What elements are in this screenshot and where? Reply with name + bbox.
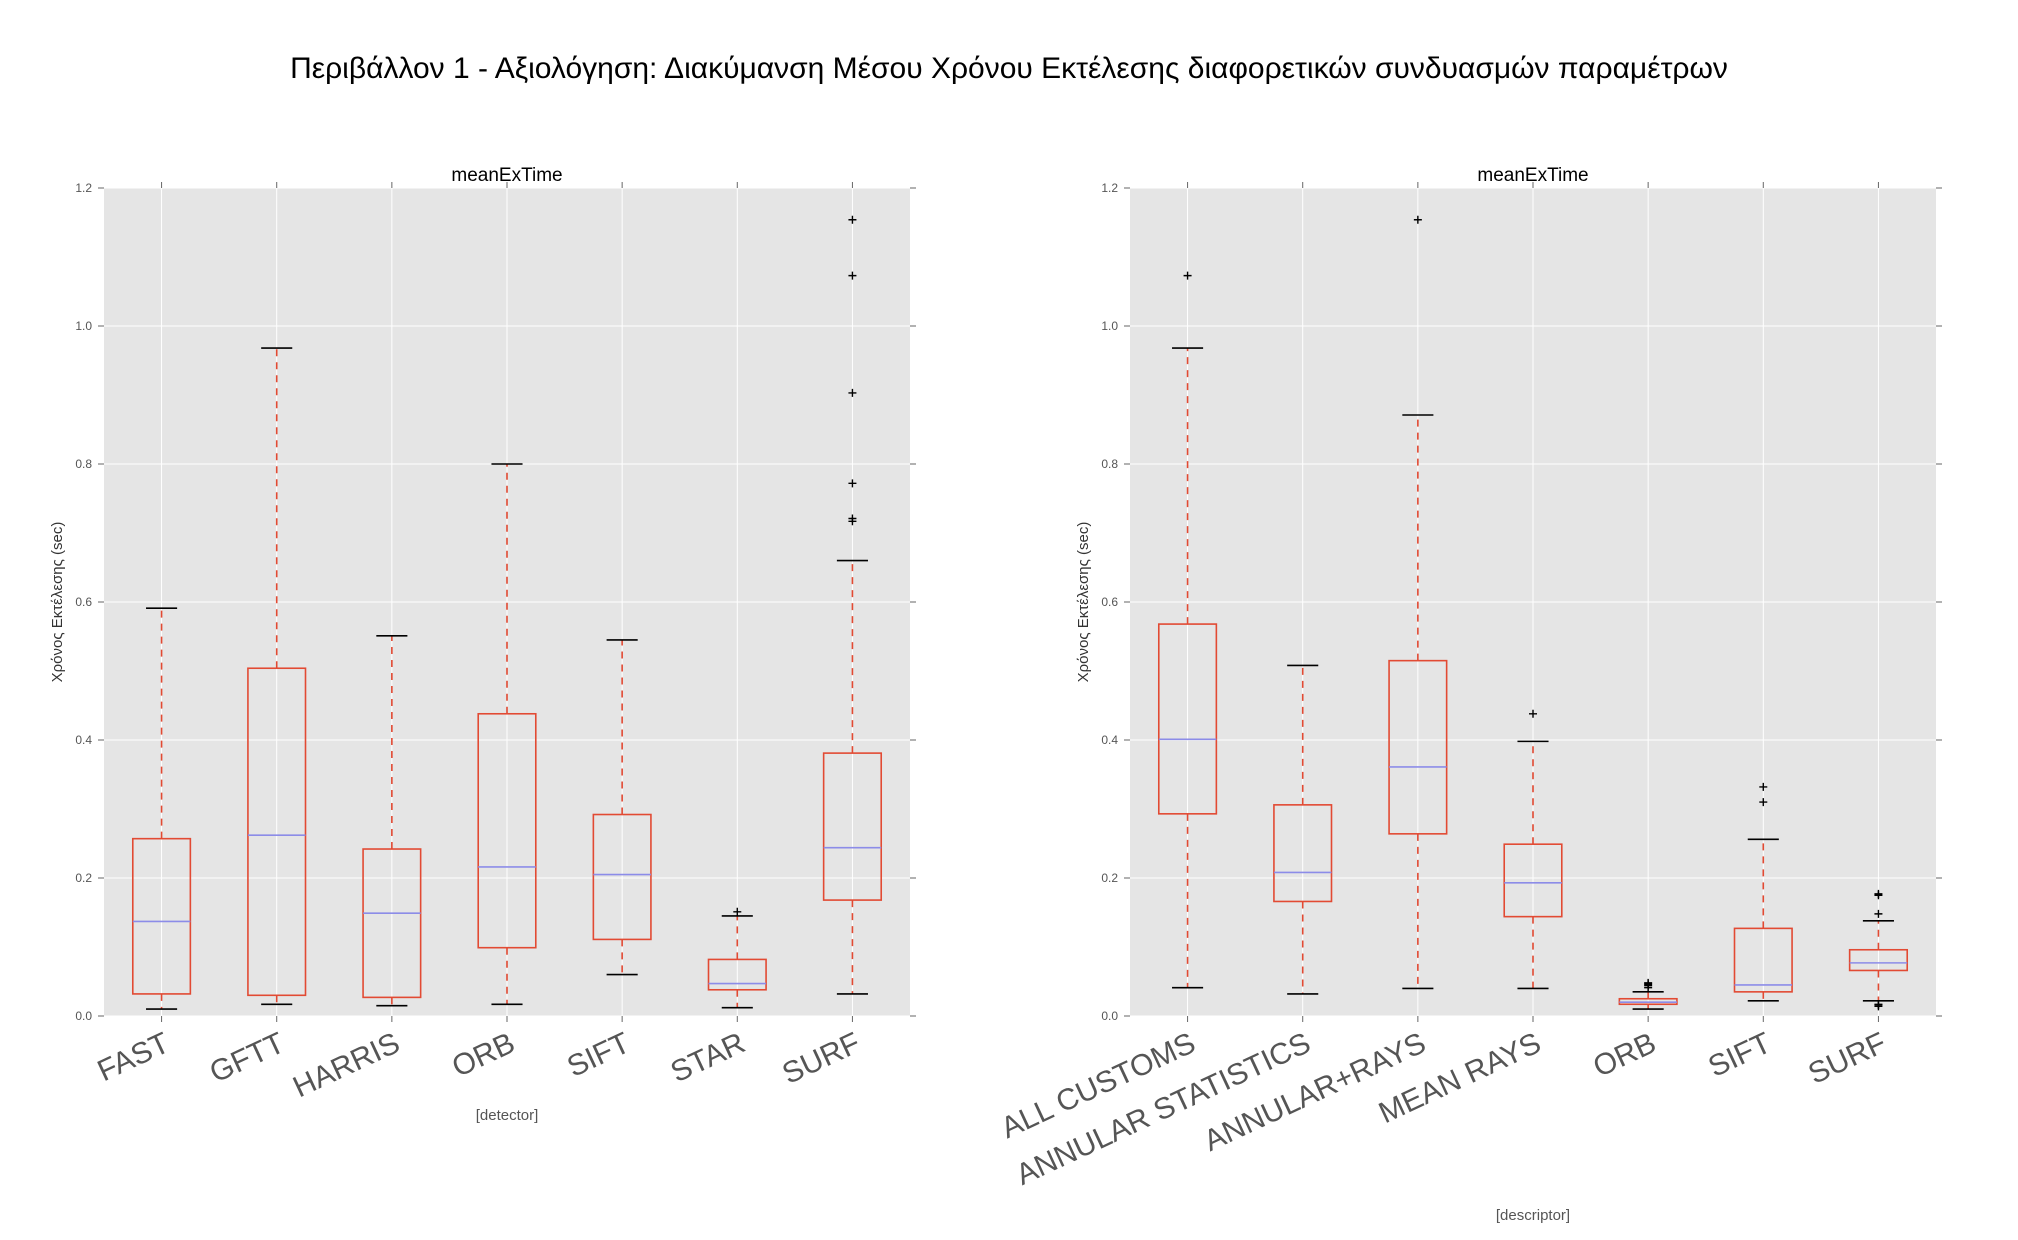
x-axis-label: [detector] bbox=[476, 1107, 539, 1124]
flier-point bbox=[1759, 798, 1768, 807]
box-orb bbox=[477, 463, 537, 1006]
box-orb bbox=[1618, 978, 1678, 1010]
y-tick-label: 0.4 bbox=[75, 733, 92, 747]
figure-title: Περιβάλλον 1 - Αξιολόγηση: Διακύμανση Μέ… bbox=[290, 52, 1728, 85]
iqr-box bbox=[247, 667, 307, 997]
box-annular-statistics bbox=[1273, 664, 1333, 995]
x-tick-label-star: STAR bbox=[666, 1026, 750, 1089]
subplot-title: meanExTime bbox=[451, 165, 562, 186]
subplot-title: meanExTime bbox=[1477, 165, 1588, 186]
y-tick-label: 0.6 bbox=[75, 595, 92, 609]
box-annular-rays bbox=[1388, 215, 1448, 990]
x-tick-label-fast: FAST bbox=[93, 1026, 175, 1088]
flier-point bbox=[1874, 909, 1883, 918]
x-tick-label-gftt: GFTT bbox=[205, 1026, 290, 1089]
box-sift bbox=[592, 639, 652, 976]
box-harris bbox=[362, 635, 422, 1007]
flier-point bbox=[1183, 271, 1192, 280]
flier-point bbox=[848, 215, 857, 224]
box-sift bbox=[1733, 782, 1793, 1002]
x-tick-label-orb: ORB bbox=[1588, 1026, 1661, 1083]
x-tick-label-surf: SURF bbox=[1803, 1026, 1891, 1090]
iqr-box bbox=[477, 712, 537, 949]
box-mean-rays bbox=[1503, 709, 1563, 990]
box-all-customs bbox=[1157, 271, 1218, 989]
flier-point bbox=[733, 907, 742, 916]
y-tick-label: 0.8 bbox=[75, 457, 92, 471]
iqr-box bbox=[1848, 948, 1909, 972]
box-star bbox=[707, 907, 767, 1009]
y-tick-label: 1.0 bbox=[75, 319, 92, 333]
iqr-box bbox=[362, 848, 422, 999]
flier-point bbox=[1529, 709, 1537, 718]
iqr-box bbox=[1388, 659, 1448, 835]
flier-point bbox=[1759, 782, 1768, 791]
x-tick-label-orb: ORB bbox=[447, 1026, 520, 1083]
flier-point bbox=[848, 388, 857, 397]
flier-point bbox=[1874, 889, 1883, 898]
y-tick-label: 0.4 bbox=[1101, 733, 1118, 747]
y-tick-label: 0.0 bbox=[75, 1009, 92, 1023]
iqr-box bbox=[822, 752, 883, 901]
box-surf bbox=[822, 215, 883, 995]
flier-point bbox=[848, 514, 857, 523]
x-tick-label-harris: HARRIS bbox=[288, 1026, 405, 1104]
iqr-box bbox=[131, 837, 192, 995]
y-tick-label: 0.2 bbox=[1101, 871, 1118, 885]
y-tick-label: 0.0 bbox=[1101, 1009, 1118, 1023]
x-axis-label: [descriptor] bbox=[1496, 1207, 1570, 1224]
x-tick-label-sift: SIFT bbox=[562, 1026, 635, 1083]
flier-point bbox=[1413, 215, 1422, 224]
y-axis-label: Χρόνος Εκτέλεσης (sec) bbox=[49, 522, 66, 683]
flier-point bbox=[1874, 1000, 1883, 1009]
box-fast bbox=[131, 607, 192, 1010]
box-surf bbox=[1848, 889, 1909, 1011]
flier-point bbox=[848, 271, 857, 280]
iqr-box bbox=[1733, 927, 1793, 993]
y-tick-label: 0.2 bbox=[75, 871, 92, 885]
iqr-box bbox=[592, 813, 652, 941]
y-tick-label: 0.6 bbox=[1101, 595, 1118, 609]
flier-point bbox=[1644, 978, 1653, 987]
x-tick-label-surf: SURF bbox=[777, 1026, 865, 1090]
x-tick-label-sift: SIFT bbox=[1703, 1026, 1776, 1083]
iqr-box bbox=[1273, 804, 1333, 903]
y-axis-label: Χρόνος Εκτέλεσης (sec) bbox=[1075, 522, 1092, 683]
y-tick-label: 1.2 bbox=[75, 181, 92, 195]
iqr-box bbox=[1503, 843, 1563, 918]
box-gftt bbox=[247, 347, 307, 1006]
y-tick-label: 1.2 bbox=[1101, 181, 1118, 195]
iqr-box bbox=[707, 958, 767, 991]
y-tick-label: 1.0 bbox=[1101, 319, 1118, 333]
flier-point bbox=[848, 479, 857, 488]
iqr-box bbox=[1157, 623, 1218, 815]
y-tick-label: 0.8 bbox=[1101, 457, 1118, 471]
